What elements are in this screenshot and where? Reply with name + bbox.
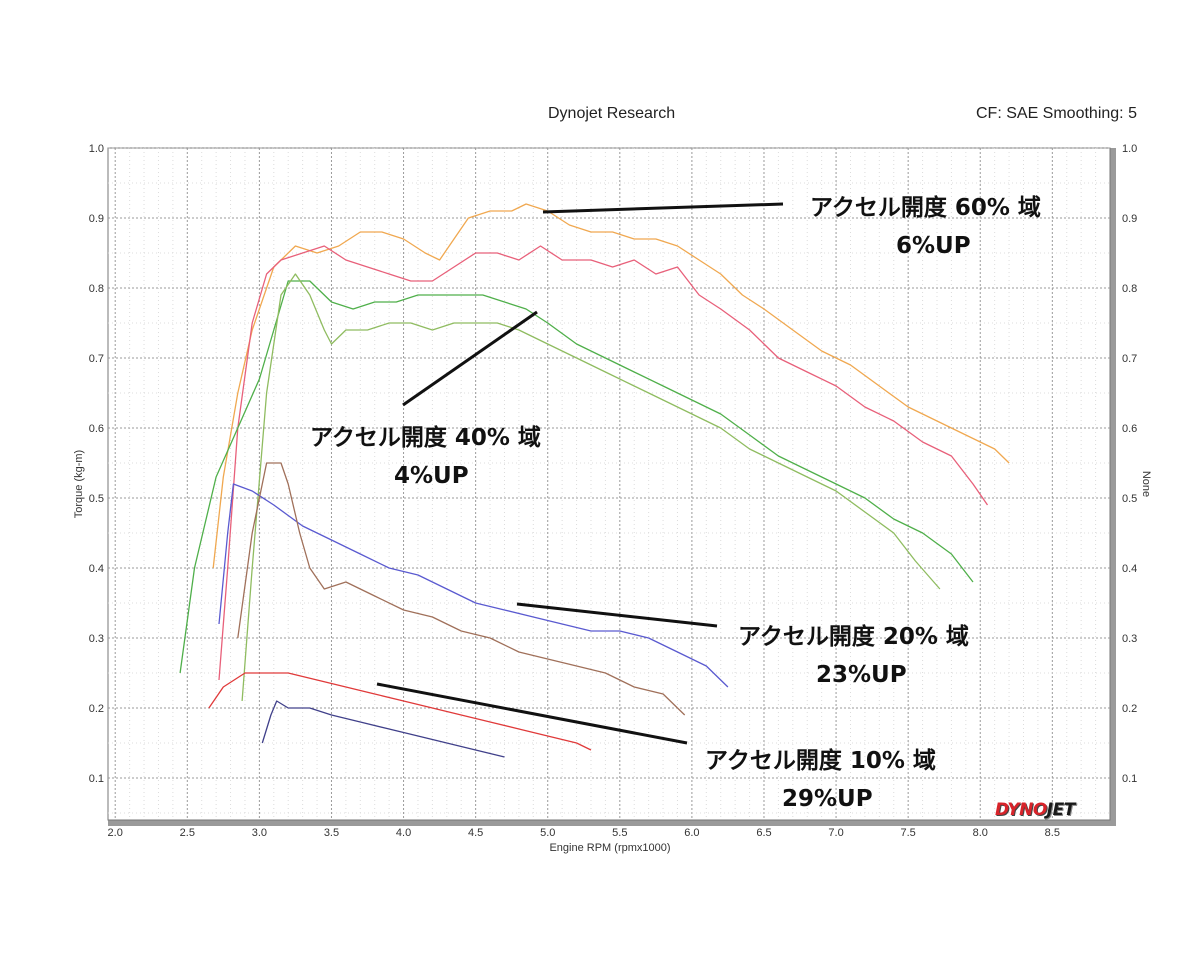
y-tick-label: 0.1 xyxy=(89,773,104,785)
y2-axis-label: None xyxy=(1140,471,1152,497)
y-tick-label: 0.7 xyxy=(89,353,104,365)
y-tick-label: 0.3 xyxy=(89,633,104,645)
annotation-10-gain: 29%UP xyxy=(782,786,873,812)
pointer-60 xyxy=(542,202,784,214)
chart-title: Dynojet Research xyxy=(548,105,676,122)
annotation-60-label: アクセル開度 60% 域 xyxy=(810,195,1041,221)
y2-tick-label: 0.5 xyxy=(1122,493,1137,505)
x-tick-label: 6.0 xyxy=(684,827,699,839)
annotation-40-gain: 4%UP xyxy=(394,463,469,489)
y2-tick-label: 0.9 xyxy=(1122,213,1137,225)
y-tick-labels: 0.1 0.2 0.3 0.4 0.5 0.6 0.7 0.8 0.9 1.0 xyxy=(89,143,104,785)
annotation-pointers xyxy=(376,202,784,745)
x-tick-label: 5.0 xyxy=(540,827,555,839)
x-tick-labels: 2.0 2.5 3.0 3.5 4.0 4.5 5.0 5.5 6.0 6.5 7.0 7.5 8.0 8… xyxy=(108,827,1060,839)
plot-frame-right-shadow xyxy=(1110,148,1116,826)
series-line-1 xyxy=(212,203,1010,569)
y-tick-label: 0.4 xyxy=(89,563,104,575)
series-line-8 xyxy=(261,700,505,758)
y2-tick-label: 0.8 xyxy=(1122,283,1137,295)
series-line-4 xyxy=(241,273,941,702)
x-axis-label: Engine RPM (rpmx1000) xyxy=(549,842,670,854)
series-line-2 xyxy=(218,245,989,681)
x-tick-label: 4.0 xyxy=(396,827,411,839)
logo-jet: JET xyxy=(1046,800,1076,820)
dynojet-logo: DYNOJET xyxy=(995,800,1075,820)
y-tick-label: 0.9 xyxy=(89,213,104,225)
y2-tick-label: 0.3 xyxy=(1122,633,1137,645)
pointer-40 xyxy=(402,310,538,407)
x-tick-label: 3.5 xyxy=(324,827,339,839)
series-line-6 xyxy=(237,462,686,716)
y-tick-label: 1.0 xyxy=(89,143,104,155)
gridlines xyxy=(108,147,1110,820)
y-tick-label: 0.8 xyxy=(89,283,104,295)
y-tick-label: 0.2 xyxy=(89,703,104,715)
annotation-40-label: アクセル開度 40% 域 xyxy=(310,425,541,451)
annotation-10-label: アクセル開度 10% 域 xyxy=(705,748,936,774)
pointer-20 xyxy=(516,602,718,628)
annotation-20-gain: 23%UP xyxy=(816,662,907,688)
chart-settings: CF: SAE Smoothing: 5 xyxy=(976,105,1137,122)
x-tick-label: 8.0 xyxy=(973,827,988,839)
y-tick-label: 0.5 xyxy=(89,493,104,505)
annotation-60-gain: 6%UP xyxy=(896,233,971,259)
y2-tick-label: 0.6 xyxy=(1122,423,1137,435)
y-axis-label: Torque (kg-m) xyxy=(73,450,85,518)
x-tick-label: 7.5 xyxy=(901,827,916,839)
x-tick-label: 7.0 xyxy=(828,827,843,839)
x-tick-label: 3.0 xyxy=(252,827,267,839)
series-line-7 xyxy=(208,672,592,751)
annotation-20-label: アクセル開度 20% 域 xyxy=(738,624,969,650)
x-tick-label: 2.0 xyxy=(108,827,123,839)
y2-tick-label: 0.7 xyxy=(1122,353,1137,365)
x-tick-label: 4.5 xyxy=(468,827,483,839)
series-lines xyxy=(179,203,1010,758)
plot-frame-shadow xyxy=(108,820,1116,826)
y2-tick-label: 0.1 xyxy=(1122,773,1137,785)
x-tick-label: 2.5 xyxy=(180,827,195,839)
y2-tick-labels: 0.1 0.2 0.3 0.4 0.5 0.6 0.7 0.8 0.9 1.0 xyxy=(1122,143,1137,785)
x-tick-label: 8.5 xyxy=(1045,827,1060,839)
y2-tick-label: 0.2 xyxy=(1122,703,1137,715)
x-tick-label: 6.5 xyxy=(756,827,771,839)
y2-tick-label: 1.0 xyxy=(1122,143,1137,155)
pointer-10 xyxy=(376,682,688,745)
series-line-3 xyxy=(179,280,974,674)
y-tick-label: 0.6 xyxy=(89,423,104,435)
x-tick-label: 5.5 xyxy=(612,827,627,839)
y2-tick-label: 0.4 xyxy=(1122,563,1137,575)
logo-dyno: DYNO xyxy=(995,800,1047,820)
